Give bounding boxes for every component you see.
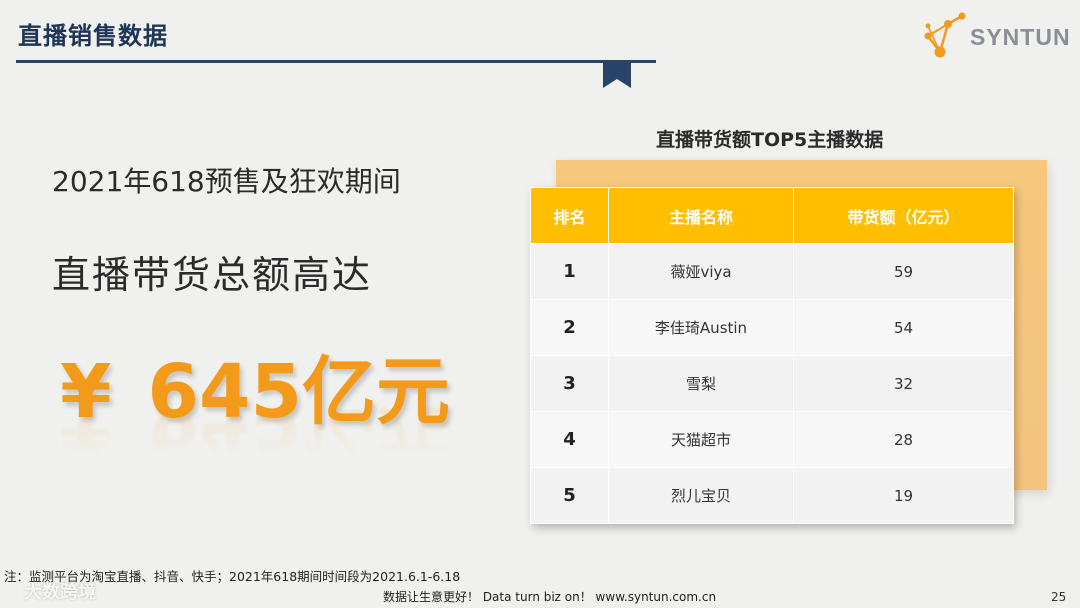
page-title: 直播销售数据 [18,22,168,50]
sales-cell: 19 [793,467,1014,524]
table-row: 4 天猫超市 28 [530,411,1014,468]
anchor-name-cell: 李佳琦Austin [608,299,794,356]
table-header-row: 排名 主播名称 带货额（亿元） [530,187,1014,244]
total-amount: ¥645亿元 [60,332,450,439]
table-row: 5 烈儿宝贝 19 [530,467,1014,524]
page-number: 25 [1051,590,1067,604]
anchor-name-cell: 薇娅viya [608,243,794,300]
footer-tagline: 数据让生意更好！ Data turn biz on！ www.syntun.co… [383,590,717,604]
logo-text: SYNTUN [970,24,1071,50]
sales-cell: 32 [793,355,1014,412]
anchor-name-cell: 烈儿宝贝 [608,467,794,524]
rank-cell: 1 [530,243,609,300]
headline: 直播带货总额高达 [52,253,373,297]
table-row: 3 雪梨 32 [530,355,1014,412]
anchor-name-cell: 天猫超市 [608,411,794,468]
table-title: 直播带货额TOP5主播数据 [656,129,884,151]
table-row: 2 李佳琦Austin 54 [530,299,1014,356]
column-header-name: 主播名称 [608,187,794,244]
syntun-logo-icon [924,12,966,58]
rank-cell: 3 [530,355,609,412]
currency-symbol: ¥ [60,349,112,435]
period-label: 2021年618预售及狂欢期间 [52,165,401,198]
amount-value: 645亿元 [147,349,450,435]
top5-table: 排名 主播名称 带货额（亿元） 1 薇娅viya 59 2 李佳琦Austin … [530,187,1014,524]
bookmark-icon [603,60,631,88]
sales-cell: 59 [793,243,1014,300]
table-row: 1 薇娅viya 59 [530,243,1014,300]
rank-cell: 5 [530,467,609,524]
sales-cell: 54 [793,299,1014,356]
sales-cell: 28 [793,411,1014,468]
watermark: 大数跨境 [24,582,96,603]
title-underline [16,60,656,63]
footnote: 注：监测平台为淘宝直播、抖音、快手；2021年618期间时间段为2021.6.1… [4,569,461,584]
column-header-rank: 排名 [530,187,609,244]
amount-reflection: ¥645亿元 [60,396,450,482]
anchor-name-cell: 雪梨 [608,355,794,412]
column-header-sales: 带货额（亿元） [793,187,1014,244]
rank-cell: 2 [530,299,609,356]
rank-cell: 4 [530,411,609,468]
